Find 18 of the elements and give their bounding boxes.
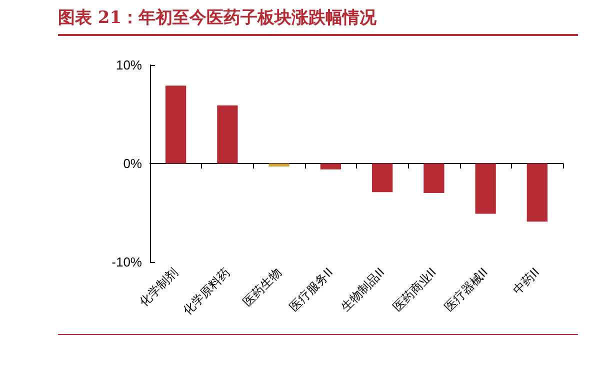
bar <box>268 164 290 166</box>
bar <box>217 105 238 164</box>
x-tick-label: 医疗器械II <box>442 265 491 314</box>
x-tick-label: 医药商业II <box>390 265 439 314</box>
bar <box>372 164 393 192</box>
x-tick-label: 化学原料药 <box>180 265 232 318</box>
bar <box>320 164 342 170</box>
bar <box>165 86 186 164</box>
x-tick-label: 中药II <box>510 265 542 297</box>
x-tick-label: 医疗服务II <box>286 265 336 314</box>
y-tick-label: 0% <box>123 156 142 171</box>
x-tick-label: 生物制品II <box>338 265 388 314</box>
x-tick-label: 医药生物 <box>240 265 284 309</box>
bar <box>475 164 496 214</box>
y-tick-label: 10% <box>116 58 142 72</box>
bar <box>424 164 444 194</box>
chart-title: 图表 21：年初至今医药子板块涨跌幅情况 <box>58 7 377 29</box>
bar <box>526 164 548 222</box>
